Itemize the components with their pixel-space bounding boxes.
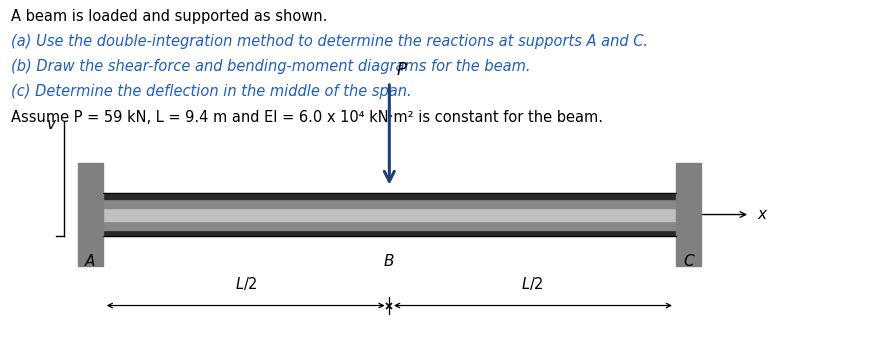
Text: $L/2$: $L/2$ — [234, 275, 257, 292]
Text: Assume P = 59 kN, L = 9.4 m and EI = 6.0 x 10⁴ kN·m² is constant for the beam.: Assume P = 59 kN, L = 9.4 m and EI = 6.0… — [11, 110, 602, 125]
Bar — [103, 193, 675, 199]
Bar — [675, 163, 700, 266]
Text: (b) Draw the shear-force and bending-moment diagrams for the beam.: (b) Draw the shear-force and bending-mom… — [11, 59, 529, 74]
Text: C: C — [682, 254, 693, 268]
Text: A: A — [85, 254, 96, 268]
Bar — [103, 221, 675, 230]
Text: x: x — [756, 207, 765, 222]
Text: (a) Use the double-integration method to determine the reactions at supports A a: (a) Use the double-integration method to… — [11, 34, 647, 49]
Text: (c) Determine the deflection in the middle of the span.: (c) Determine the deflection in the midd… — [11, 84, 411, 99]
Bar — [103, 208, 675, 221]
Text: A beam is loaded and supported as shown.: A beam is loaded and supported as shown. — [11, 9, 326, 24]
Text: B: B — [384, 254, 394, 268]
Text: P: P — [396, 61, 406, 79]
Text: $L/2$: $L/2$ — [520, 275, 544, 292]
Bar — [103, 199, 675, 208]
Bar — [78, 163, 103, 266]
Text: v: v — [47, 117, 56, 131]
Bar — [103, 230, 675, 236]
